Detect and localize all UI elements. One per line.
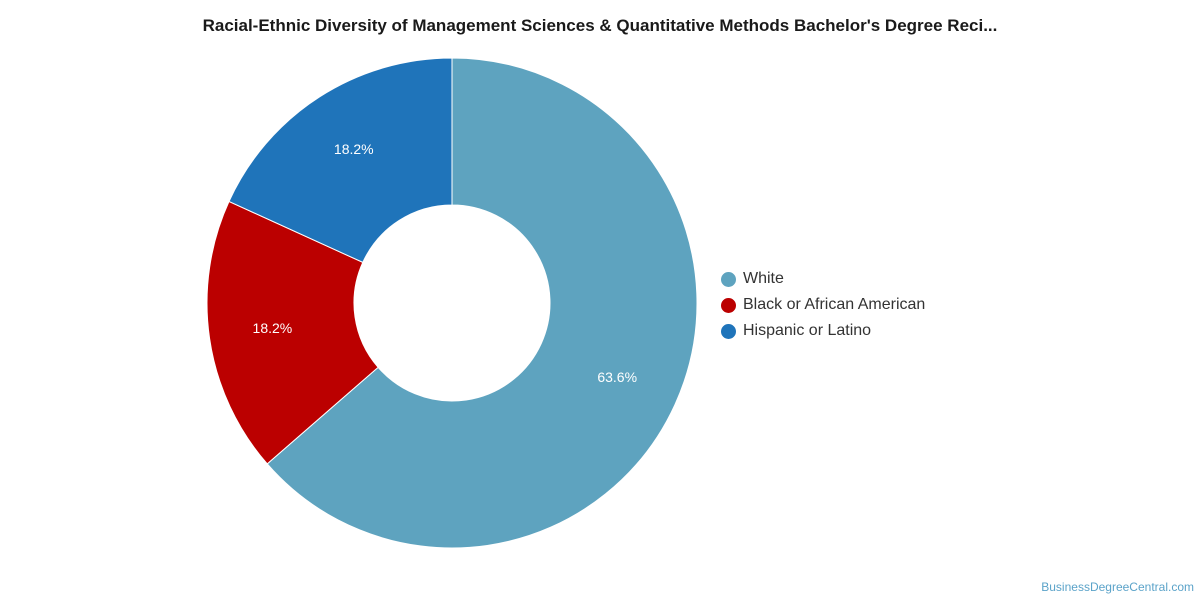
slice-labels: 63.6% 18.2% 18.2% [253, 141, 637, 385]
slice-white[interactable] [266, 57, 698, 549]
legend-label: Black or African American [743, 296, 926, 313]
legend-swatch [721, 297, 736, 313]
legend-swatch [721, 323, 736, 339]
legend-label: Hispanic or Latino [743, 322, 872, 339]
slice-label-hispanic-or-latino: 18.2% [334, 141, 374, 157]
source-credit-link[interactable]: BusinessDegreeCentral.com [1041, 580, 1194, 594]
chart-legend: White Black or African American Hispanic… [721, 266, 925, 344]
chart-title: Racial-Ethnic Diversity of Management Sc… [202, 16, 998, 35]
legend-item-black-or-african-american[interactable]: Black or African American [721, 292, 925, 318]
legend-swatch [721, 271, 736, 287]
legend-item-white[interactable]: White [721, 266, 925, 292]
legend-label: White [743, 270, 784, 287]
donut-slices [206, 57, 698, 549]
slice-label-white: 63.6% [597, 369, 637, 385]
slice-black-or-african-american[interactable] [206, 200, 379, 465]
slice-label-black-or-african-american: 18.2% [253, 320, 293, 336]
slice-hispanic-or-latino[interactable] [228, 57, 453, 264]
legend-item-hispanic-or-latino[interactable]: Hispanic or Latino [721, 318, 925, 344]
